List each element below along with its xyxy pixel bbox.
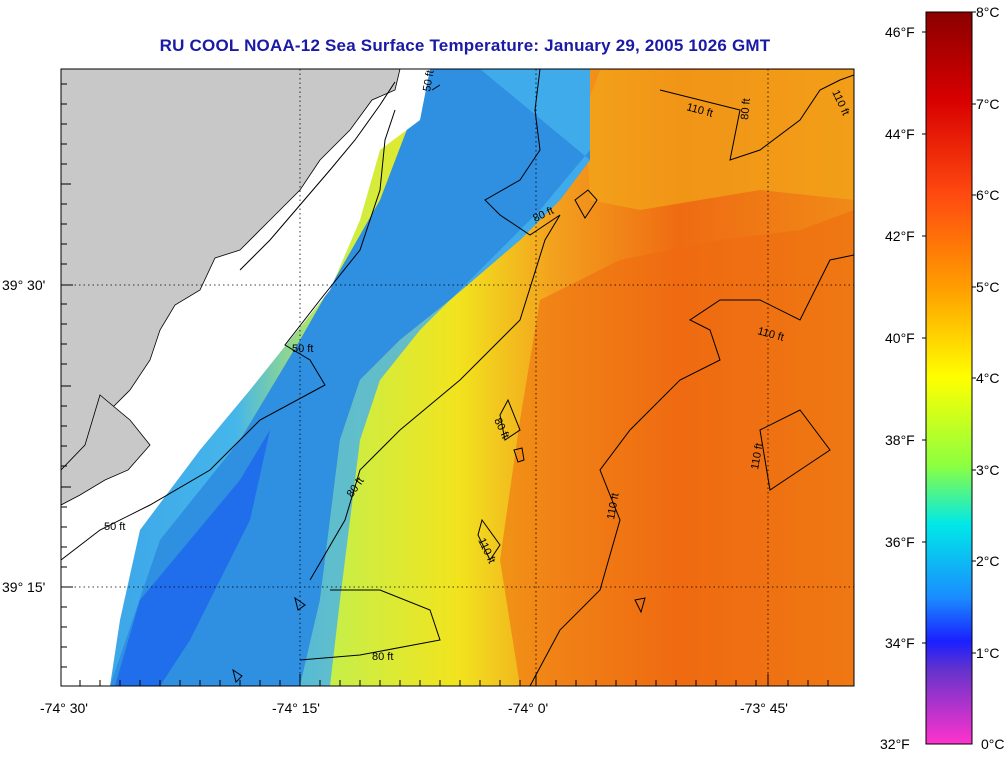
colorbar-f-label: 46°F bbox=[885, 24, 915, 40]
x-tick-label: -74° 0' bbox=[508, 700, 548, 716]
contour-80ft-south bbox=[299, 589, 441, 661]
cape-may-land bbox=[61, 394, 151, 506]
colorbar-f-label: 44°F bbox=[885, 126, 915, 142]
contour-label-80ft-a: 80 ft bbox=[372, 651, 393, 663]
contour-50ft bbox=[61, 109, 396, 561]
colorbar-f-label: 42°F bbox=[885, 228, 915, 244]
contour-50ft-north bbox=[431, 84, 441, 91]
contour-110ft-ring bbox=[759, 409, 831, 491]
y-tick-label: 39° 15' bbox=[2, 579, 45, 595]
orange-water-region bbox=[585, 70, 854, 210]
contour-label-80ft-e: 80 ft bbox=[739, 98, 753, 120]
frame-ticks bbox=[61, 83, 829, 686]
colorbar-f-label: 32°F bbox=[880, 736, 910, 752]
cool-water-band bbox=[300, 69, 590, 686]
x-tick-label: -74° 15' bbox=[272, 700, 320, 716]
contour-80ft-ring bbox=[574, 189, 598, 219]
map-area bbox=[61, 69, 854, 686]
y-tick-label: 39° 30' bbox=[2, 277, 45, 293]
map-title: RU COOL NOAA-12 Sea Surface Temperature:… bbox=[159, 36, 771, 55]
barrier-island-line bbox=[239, 81, 396, 271]
colorbar-f-label: 38°F bbox=[885, 432, 915, 448]
colorbar-c-label: 4°C bbox=[976, 370, 1000, 386]
contour-110ft bbox=[529, 254, 854, 686]
warm-water-region bbox=[500, 210, 854, 686]
colorbar-c-label: 0°C bbox=[981, 736, 1005, 752]
colorbar-c-label: 5°C bbox=[976, 279, 1000, 295]
map-frame bbox=[60, 68, 855, 687]
contour-small-triangle bbox=[634, 597, 646, 614]
colorbar-ticks bbox=[922, 11, 976, 654]
colorbar-f-label: 36°F bbox=[885, 534, 915, 550]
contour-label-50ft-c: 50 ft bbox=[421, 69, 437, 92]
graticule bbox=[61, 69, 854, 686]
contour-label-110ft-e: 110 ft bbox=[605, 492, 621, 520]
contour-label-110ft-d: 110 ft bbox=[749, 442, 765, 470]
colorbar-gradient bbox=[925, 11, 973, 745]
x-tick-label: -73° 45' bbox=[740, 700, 788, 716]
colorbar: 46°F 44°F 42°F 40°F 38°F 36°F 34°F 32°F … bbox=[880, 4, 1005, 752]
colorbar-c-label: 6°C bbox=[976, 187, 1000, 203]
colorbar-c-label: 2°C bbox=[976, 553, 1000, 569]
contour-label-50ft-b: 50 ft bbox=[292, 343, 313, 355]
bathymetry-contours bbox=[61, 69, 854, 686]
colorbar-f-label: 34°F bbox=[885, 635, 915, 651]
contour-110ft-loop bbox=[477, 518, 501, 562]
contour-label-50ft-a: 50 ft bbox=[104, 521, 125, 533]
coldest-water-patch bbox=[115, 430, 270, 686]
contour-small-triangle-south bbox=[232, 668, 243, 683]
contour-80ft-loop bbox=[499, 398, 521, 441]
contour-80ft bbox=[309, 69, 561, 581]
colorbar-f-label: 40°F bbox=[885, 330, 915, 346]
colorbar-c-label: 1°C bbox=[976, 645, 1000, 661]
colorbar-c-label: 8°C bbox=[976, 4, 1000, 20]
contour-80ft-ring-small bbox=[513, 447, 525, 463]
contour-110ft-north bbox=[659, 74, 854, 161]
colorbar-c-label: 7°C bbox=[976, 96, 1000, 112]
colorbar-c-label: 3°C bbox=[976, 462, 1000, 478]
x-tick-label: -74° 30' bbox=[40, 700, 88, 716]
